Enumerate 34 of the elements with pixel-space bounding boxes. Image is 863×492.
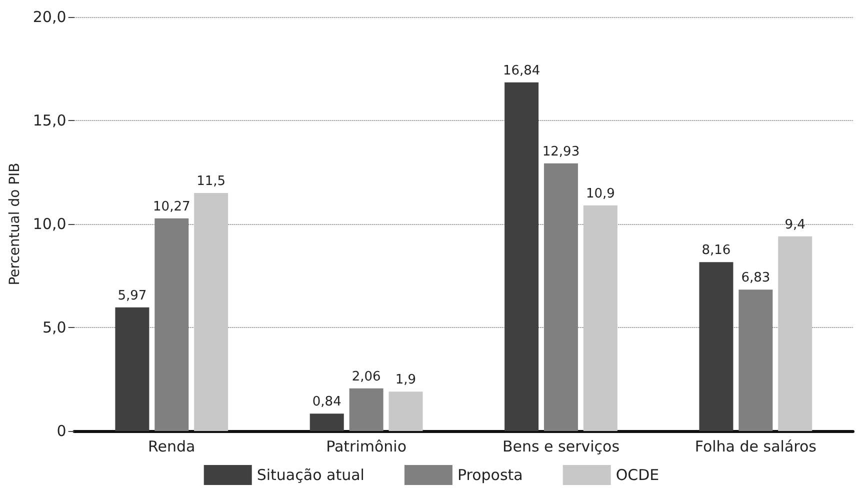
y-tick-label: 20,0 bbox=[32, 8, 66, 26]
data-label: 2,06 bbox=[352, 369, 381, 384]
bar bbox=[349, 388, 384, 431]
legend-label: Situação atual bbox=[256, 466, 364, 484]
bar bbox=[310, 414, 344, 431]
bar bbox=[115, 307, 150, 431]
data-label: 1,9 bbox=[395, 372, 416, 388]
bar bbox=[583, 205, 618, 431]
data-label: 11,5 bbox=[196, 174, 226, 189]
bar bbox=[778, 236, 812, 431]
data-label: 9,4 bbox=[784, 217, 806, 232]
x-tick-label: Renda bbox=[148, 438, 196, 456]
data-label: 10,27 bbox=[153, 199, 190, 214]
y-tick-label: 15,0 bbox=[32, 112, 66, 130]
bar bbox=[388, 392, 423, 431]
x-tick-label: Patrimônio bbox=[326, 438, 407, 456]
data-label: 10,9 bbox=[586, 186, 615, 202]
x-tick-label: Bens e serviços bbox=[502, 438, 620, 456]
y-tick-label: 10,0 bbox=[32, 215, 66, 233]
y-tick-label: 5,0 bbox=[42, 318, 66, 336]
data-label: 6,83 bbox=[741, 270, 770, 286]
data-label: 8,16 bbox=[702, 243, 731, 258]
data-label: 12,93 bbox=[542, 144, 580, 160]
y-tick-label: 0 bbox=[56, 422, 66, 440]
bar bbox=[699, 262, 734, 431]
legend-label: OCDE bbox=[616, 466, 660, 484]
bar bbox=[504, 82, 539, 431]
y-axis-title: Percentual do PIB bbox=[7, 162, 23, 286]
data-label: 16,84 bbox=[502, 63, 540, 78]
x-tick-label: Folha de saláros bbox=[694, 438, 817, 456]
bar bbox=[194, 192, 228, 431]
legend-label: Proposta bbox=[457, 466, 523, 484]
data-label: 5,97 bbox=[118, 288, 147, 304]
data-label: 0,84 bbox=[312, 394, 342, 410]
